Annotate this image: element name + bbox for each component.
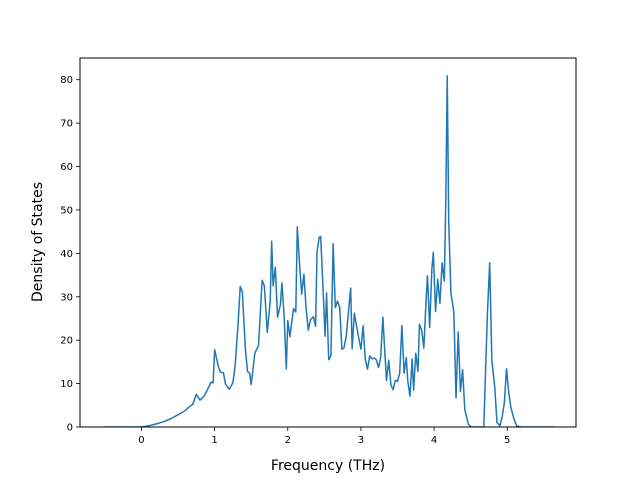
x-tick-label: 0 <box>138 435 144 446</box>
y-axis: 0 10 20 30 40 50 60 70 80 <box>60 75 80 434</box>
dos-series-line-0 <box>103 75 554 427</box>
plot-area <box>103 75 554 427</box>
y-tick-label: 10 <box>60 379 73 390</box>
x-tick-label: 4 <box>431 435 437 446</box>
y-tick-label: 70 <box>60 119 73 130</box>
y-tick-label: 0 <box>67 423 73 434</box>
y-tick-label: 20 <box>60 336 73 347</box>
x-tick-label: 2 <box>285 435 291 446</box>
x-axis-label: Frequency (THz) <box>271 458 385 474</box>
x-tick-label: 1 <box>211 435 217 446</box>
y-tick-label: 60 <box>60 162 73 173</box>
y-tick-label: 50 <box>60 205 73 216</box>
x-tick-label: 3 <box>358 435 364 446</box>
y-tick-label: 40 <box>60 249 73 260</box>
y-tick-label: 80 <box>60 75 73 86</box>
x-tick-label: 5 <box>504 435 510 446</box>
y-tick-label: 30 <box>60 292 73 303</box>
y-axis-label: Density of States <box>30 182 46 302</box>
x-axis: 0 1 2 3 4 5 <box>138 427 510 446</box>
plot-frame <box>79 57 577 428</box>
